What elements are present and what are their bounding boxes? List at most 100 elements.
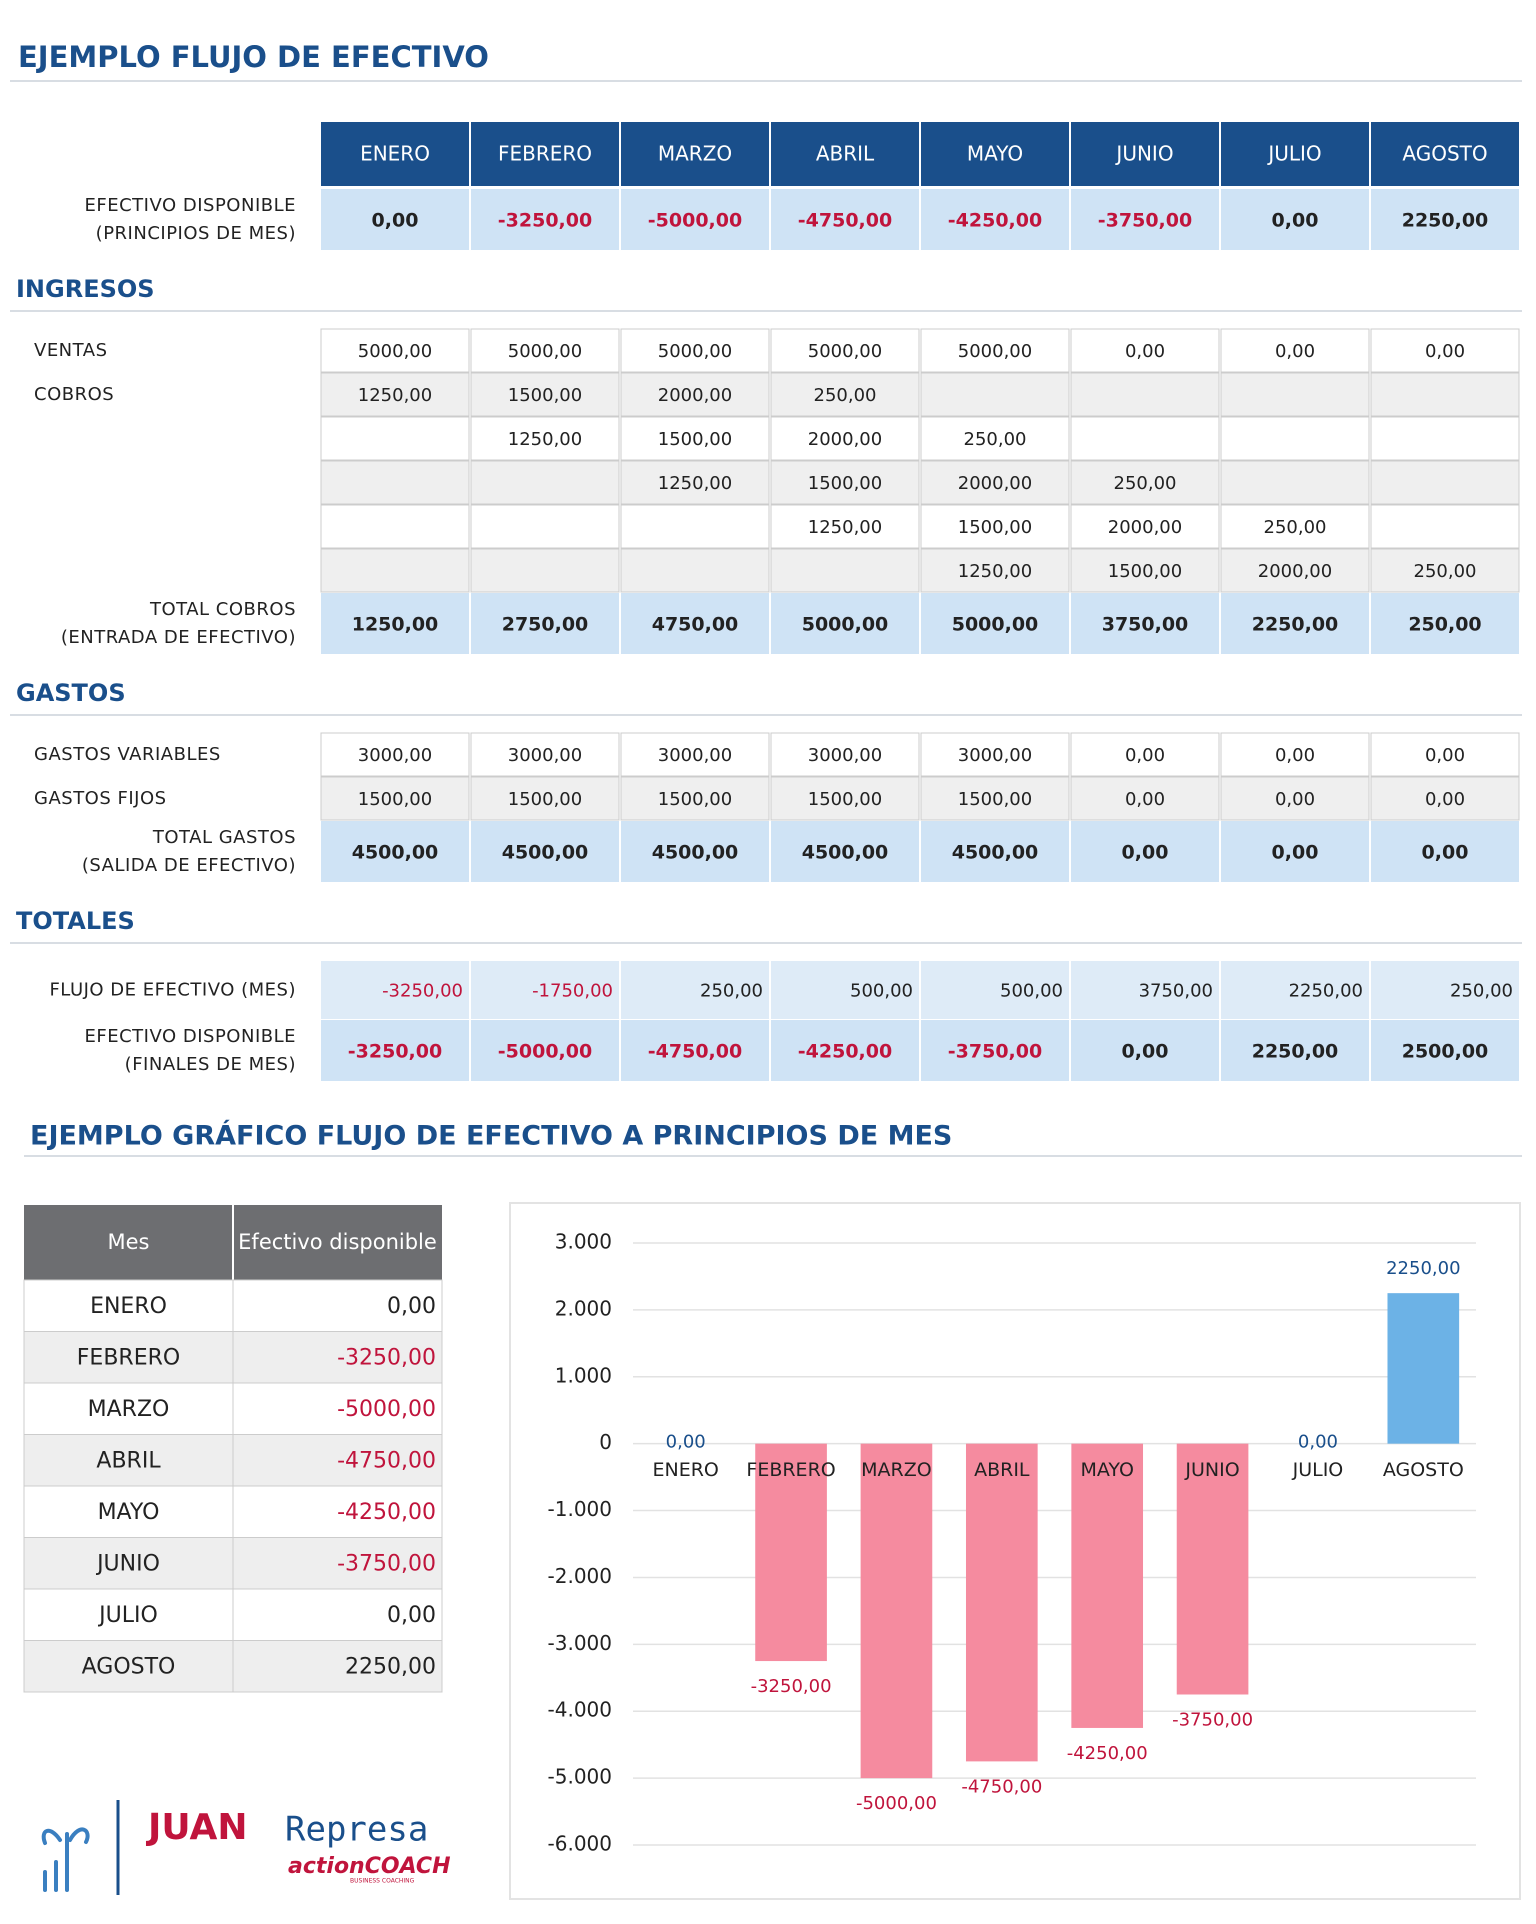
cell [1370,416,1520,461]
section-title: EJEMPLO GRÁFICO FLUJO DE EFECTIVO A PRIN… [30,1120,952,1152]
cell-value: 250,00 [1408,614,1481,636]
cell [1220,416,1370,461]
summary-month: MARZO [88,1397,170,1422]
cell [320,372,470,417]
bar [755,1443,827,1662]
cell [471,1020,619,1081]
cell [470,548,620,593]
cell [770,460,920,505]
cell-value: 1500,00 [1108,561,1182,582]
cell [321,593,469,654]
cell [470,460,620,505]
cell-value: 250,00 [1264,517,1327,538]
cell-value: -1750,00 [532,981,613,1002]
cell [1071,593,1219,654]
cell-value: 4750,00 [652,614,739,636]
cell-value: 0,00 [1122,842,1169,864]
cell [770,372,920,417]
cell-value: -5000,00 [498,1041,592,1063]
month-header: JULIO [1266,142,1321,166]
cell-value: 2500,00 [1402,1041,1489,1063]
cell [321,1020,469,1081]
cell [770,416,920,461]
month-header: FEBRERO [498,142,592,166]
cell-value: 1250,00 [358,385,432,406]
month-header: MARZO [658,142,732,166]
cell-value: 2000,00 [1258,561,1332,582]
cell [1370,460,1520,505]
cell [620,776,770,821]
cell-value: 3750,00 [1139,981,1213,1002]
x-tick-label: ENERO [652,1459,718,1481]
cell-value: -4750,00 [798,210,892,232]
month-header: AGOSTO [1402,142,1487,166]
cell-value: 250,00 [814,385,877,406]
cell [470,416,620,461]
cell [320,776,470,821]
cell [1220,732,1370,777]
header-cell [771,122,919,186]
data-label: -5000,00 [856,1793,937,1814]
cell [1370,548,1520,593]
cell-value: 4500,00 [352,842,439,864]
cell-value: -4250,00 [948,210,1042,232]
row-label: (PRINCIPIOS DE MES) [96,223,296,244]
month-header: MAYO [967,142,1023,166]
cell [1371,189,1519,250]
summary-value: 0,00 [387,1294,436,1319]
cell [770,776,920,821]
cell [471,961,619,1019]
cell-value: 1250,00 [808,517,882,538]
summary-month: JUNIO [95,1551,160,1576]
summary-month: AGOSTO [82,1654,176,1679]
bar [1071,1443,1144,1728]
cell-value: 1500,00 [958,517,1032,538]
cell [1370,328,1520,373]
header-cell [471,122,619,186]
cell-value: 1250,00 [658,473,732,494]
cell [771,821,919,882]
cell-value: 0,00 [1272,210,1319,232]
cell-value: 0,00 [1272,842,1319,864]
cell [1071,1020,1219,1081]
section-heading: TOTALES [16,907,135,935]
page-title: EJEMPLO FLUJO DE EFECTIVO [18,40,489,74]
cell-value: 250,00 [964,429,1027,450]
cell [321,961,469,1019]
logo-icon [41,1827,90,1892]
cell-value: 1500,00 [508,385,582,406]
bar [860,1443,933,1779]
cell [920,776,1070,821]
cell-value: 2000,00 [1108,517,1182,538]
cell-value: 250,00 [1114,473,1177,494]
row-label: (ENTRADA DE EFECTIVO) [61,627,296,648]
logo: JUAN Represa actionCOACH BUSINESS COACHI… [41,1800,450,1895]
y-tick-label: -6.000 [548,1832,612,1856]
cell [1220,328,1370,373]
cell [770,504,920,549]
y-tick-label: 0 [599,1430,612,1454]
cell [1221,593,1369,654]
cell [1371,961,1519,1019]
cell [771,961,919,1019]
cell [1370,732,1520,777]
cell-value: 5000,00 [952,614,1039,636]
cell [1221,821,1369,882]
cell [770,548,920,593]
cell [1070,416,1220,461]
cell-value: 3000,00 [958,745,1032,766]
row-label: GASTOS FIJOS [34,788,167,809]
cell [620,548,770,593]
cell [621,189,769,250]
cell [771,593,919,654]
month-header: ENERO [360,142,430,166]
summary-value: -3750,00 [337,1551,436,1576]
summary-header-text: Mes [108,1230,150,1254]
cell-value: 0,00 [1425,789,1465,810]
row-label: (FINALES DE MES) [125,1054,296,1075]
cell [620,328,770,373]
cell [920,372,1070,417]
cell [1070,776,1220,821]
